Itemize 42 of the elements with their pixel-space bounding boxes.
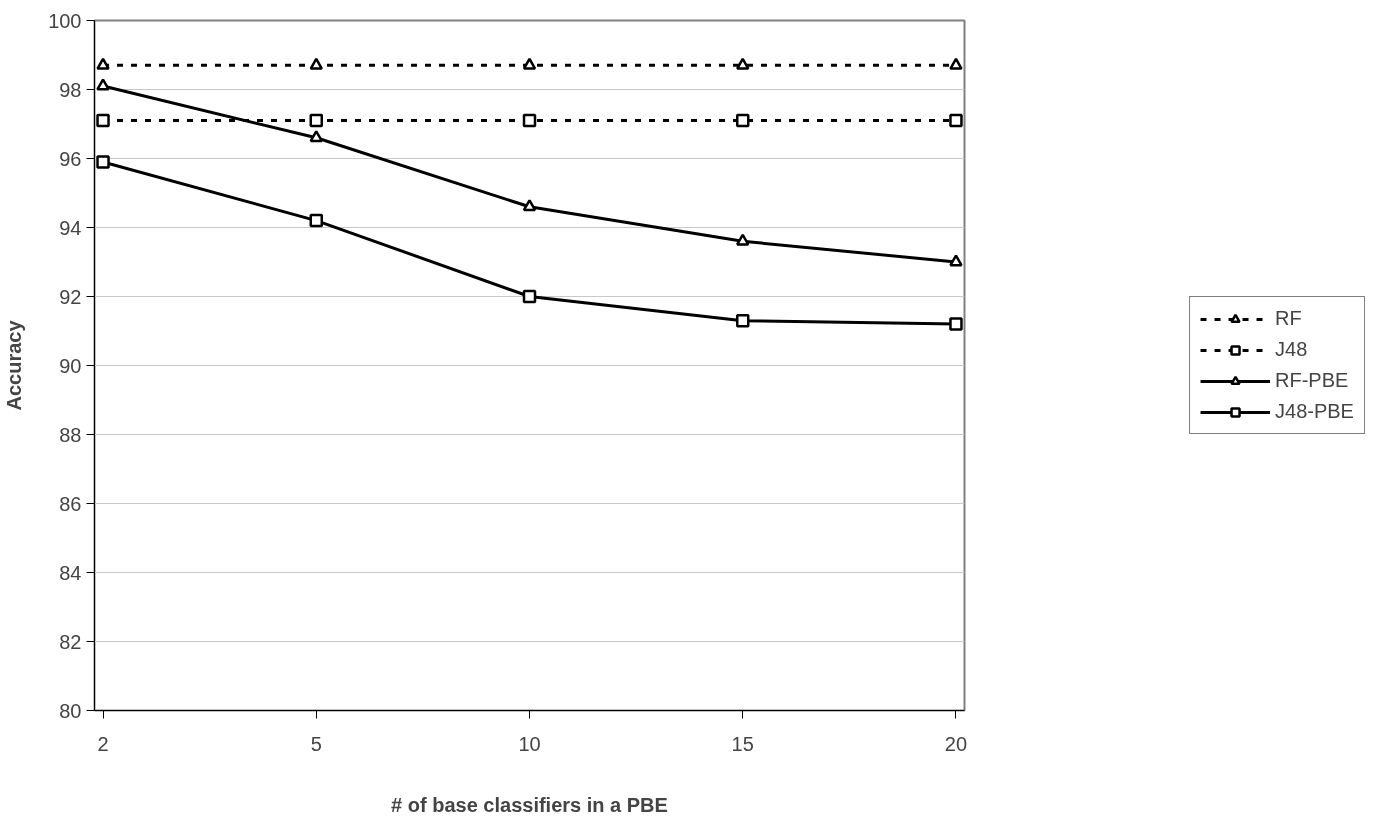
point xyxy=(735,233,750,246)
point xyxy=(522,113,537,128)
point xyxy=(949,57,963,70)
point xyxy=(949,254,963,267)
y-tick-label: 80 xyxy=(59,699,82,722)
point xyxy=(309,57,324,70)
y-tick-label: 88 xyxy=(59,423,82,446)
y-tick-label: 100 xyxy=(48,9,82,32)
y-axis-title: Accuracy xyxy=(3,319,26,411)
y-tick-label: 90 xyxy=(59,354,82,377)
x-axis-title: # of base classifiers in a PBE xyxy=(391,793,668,816)
legend-label: J48 xyxy=(1275,338,1308,361)
x-tick-label: 15 xyxy=(731,732,754,755)
point xyxy=(522,289,537,304)
point xyxy=(309,213,324,228)
x-tick-label: 2 xyxy=(97,732,109,755)
point xyxy=(522,199,537,212)
point xyxy=(96,57,110,70)
legend-label: J48-PBE xyxy=(1275,400,1354,423)
y-tick-label: 82 xyxy=(59,630,82,653)
y-tick-label: 84 xyxy=(59,561,82,584)
x-tick-label: 5 xyxy=(310,732,322,755)
point xyxy=(735,313,750,328)
point xyxy=(735,113,750,128)
point xyxy=(96,155,110,169)
point xyxy=(96,78,110,91)
y-tick-label: 98 xyxy=(59,78,82,101)
y-tick-label: 94 xyxy=(59,216,82,239)
point xyxy=(309,113,324,128)
legend-label: RF xyxy=(1275,307,1302,330)
x-tick-label: 20 xyxy=(944,732,968,755)
point xyxy=(949,113,963,128)
y-tick-label: 86 xyxy=(59,492,82,515)
point xyxy=(309,130,324,143)
point xyxy=(522,57,537,70)
point xyxy=(96,113,110,128)
legend-label: RF-PBE xyxy=(1275,369,1349,392)
y-tick-label: 96 xyxy=(59,147,82,170)
y-tick-label: 92 xyxy=(59,285,82,308)
point xyxy=(735,57,750,70)
x-tick-label: 10 xyxy=(518,732,541,755)
point xyxy=(949,317,963,331)
